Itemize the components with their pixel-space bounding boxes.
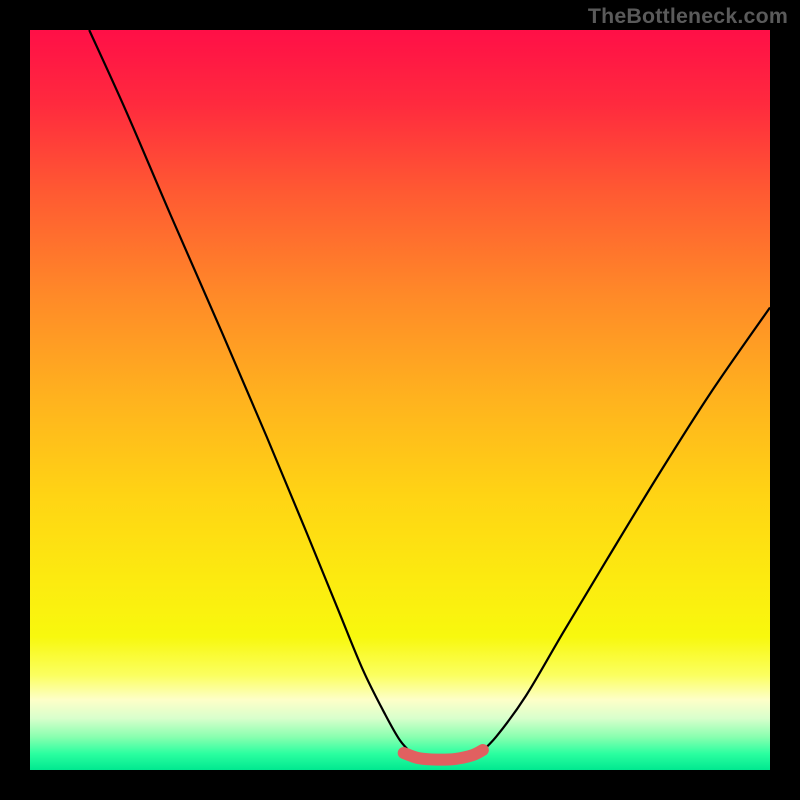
chart-container: TheBottleneck.com — [0, 0, 800, 800]
curve-right — [478, 308, 770, 756]
curve-bottom-bar — [404, 750, 483, 760]
curve-left — [89, 30, 413, 755]
bottleneck-curve-chart — [0, 0, 800, 800]
watermark-text: TheBottleneck.com — [588, 4, 788, 29]
